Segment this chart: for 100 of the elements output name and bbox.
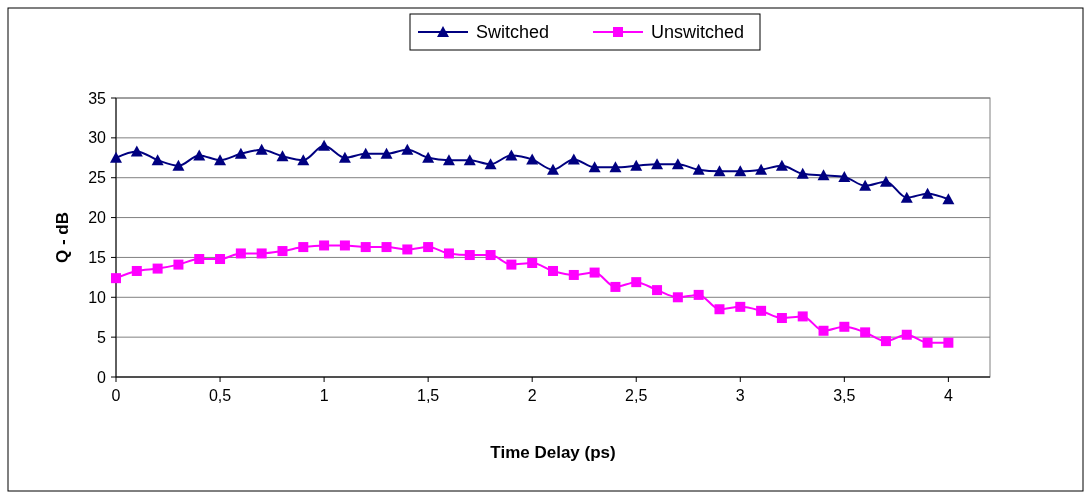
point	[589, 267, 600, 278]
point	[630, 159, 643, 171]
legend-label: Switched	[476, 22, 550, 43]
point	[255, 143, 268, 155]
x-axis-title: Time Delay (ps)	[490, 443, 616, 462]
point	[215, 254, 226, 265]
y-tick-label: 35	[88, 89, 107, 107]
point	[817, 169, 830, 181]
point	[568, 269, 579, 280]
point	[631, 277, 642, 288]
x-tick-label: 1	[319, 387, 329, 404]
y-axis-title: Q - dB	[53, 212, 72, 263]
point	[422, 151, 435, 163]
point	[151, 154, 164, 166]
point	[193, 149, 206, 161]
point	[818, 325, 829, 336]
point	[651, 158, 664, 170]
point	[381, 242, 392, 253]
point	[401, 143, 414, 155]
x-tick-label: 0	[111, 387, 121, 404]
point	[172, 159, 185, 171]
point	[839, 321, 850, 332]
point	[672, 292, 683, 303]
point	[880, 336, 891, 347]
point	[276, 150, 289, 162]
point	[443, 248, 454, 259]
point	[900, 191, 913, 203]
point	[505, 149, 518, 161]
y-tick-label: 10	[88, 288, 107, 306]
point	[775, 159, 788, 171]
point	[942, 193, 955, 205]
point	[402, 244, 413, 255]
point	[692, 163, 705, 175]
point	[527, 258, 538, 269]
x-tick-label: 3,5	[833, 387, 856, 404]
x-tick-label: 4	[943, 387, 953, 404]
point	[567, 153, 580, 165]
point	[838, 170, 851, 182]
point	[548, 265, 558, 276]
point	[671, 158, 684, 170]
point	[610, 281, 621, 292]
point	[464, 250, 475, 261]
y-tick-label: 30	[88, 129, 107, 147]
point	[111, 273, 121, 284]
y-tick-label: 15	[88, 249, 107, 267]
point	[298, 242, 309, 253]
point	[943, 337, 954, 348]
point	[609, 161, 622, 173]
point	[318, 139, 331, 151]
x-tick-label: 2	[527, 387, 537, 404]
point	[734, 165, 747, 177]
point	[859, 179, 872, 191]
point	[130, 145, 143, 157]
point	[131, 265, 142, 276]
point	[110, 151, 122, 163]
y-tick-label: 5	[97, 328, 107, 346]
point	[359, 147, 372, 159]
y-tick-label: 25	[88, 169, 107, 187]
point	[152, 263, 163, 274]
point	[360, 242, 371, 253]
point	[463, 154, 476, 166]
y-tick-label: 20	[88, 209, 107, 227]
point	[173, 259, 184, 270]
point	[756, 305, 767, 316]
point	[485, 250, 496, 261]
point	[735, 301, 746, 312]
x-tick-label: 1,5	[417, 387, 440, 404]
point	[901, 329, 912, 340]
point	[526, 153, 539, 165]
point	[860, 327, 871, 338]
point	[713, 165, 726, 177]
y-tick-label: 0	[97, 368, 107, 386]
point	[797, 311, 808, 322]
legend-label: Unswitched	[651, 22, 745, 43]
point	[921, 187, 934, 199]
point	[652, 285, 663, 296]
point	[714, 304, 725, 315]
point	[506, 259, 517, 270]
point	[319, 240, 330, 251]
point	[693, 289, 704, 300]
x-tick-label: 0,5	[208, 387, 232, 404]
point	[339, 240, 350, 251]
point	[879, 175, 892, 187]
point	[922, 337, 933, 348]
point	[256, 248, 267, 259]
point	[214, 154, 227, 166]
point	[234, 147, 247, 159]
x-tick-label: 3	[735, 387, 745, 404]
point	[755, 163, 768, 175]
point	[776, 313, 787, 324]
point	[235, 248, 246, 259]
point	[423, 242, 434, 253]
point	[380, 147, 393, 159]
point	[796, 167, 809, 179]
point	[194, 254, 205, 265]
point	[338, 151, 351, 163]
x-tick-label: 2,5	[625, 387, 648, 404]
point	[484, 158, 497, 170]
point	[442, 154, 455, 166]
point	[588, 161, 601, 173]
